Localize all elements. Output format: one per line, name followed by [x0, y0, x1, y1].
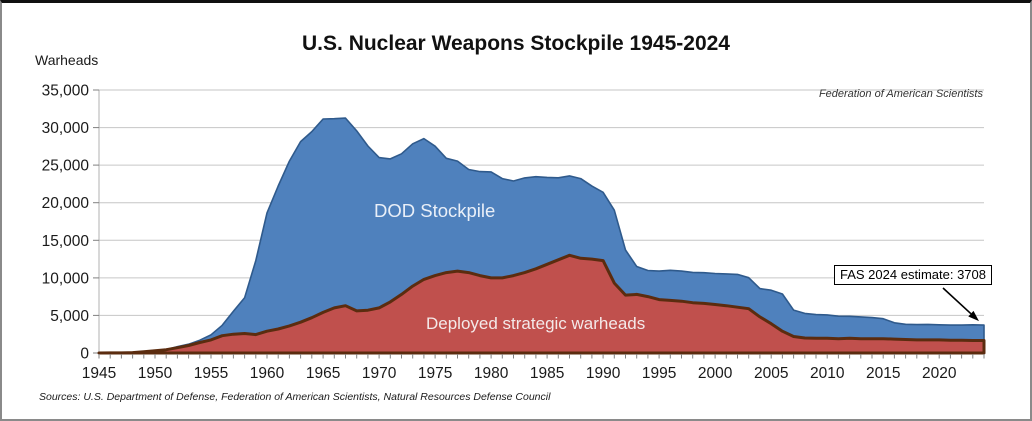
x-tick-label: 1955: [194, 365, 228, 382]
y-tick-label: 5,000: [50, 308, 89, 325]
attribution-text: Federation of American Scientists: [818, 88, 983, 100]
annotation-arrow-line: [942, 287, 972, 315]
area-label-deployed-strategic: Deployed strategic warheads: [426, 314, 646, 333]
sources-note: Sources: U.S. Department of Defense, Fed…: [39, 391, 551, 403]
y-tick-label: 0: [80, 346, 89, 363]
y-tick-label: 10,000: [42, 270, 90, 287]
y-axis-unit-label: Warheads: [35, 52, 99, 68]
x-tick-label: 2010: [810, 365, 845, 382]
x-tick-label: 1960: [250, 365, 285, 382]
x-tick-label: 2020: [922, 365, 957, 382]
y-tick-label: 35,000: [42, 83, 90, 100]
x-tick-label: 2015: [866, 365, 900, 382]
annotation-callout: FAS 2024 estimate: 3708: [834, 265, 992, 285]
area-label-dod-stockpile: DOD Stockpile: [374, 200, 496, 221]
x-tick-label: 1995: [642, 365, 676, 382]
x-tick-label: 1945: [82, 365, 116, 382]
x-tick-label: 2005: [754, 365, 788, 382]
x-tick-label: 2000: [698, 365, 733, 382]
x-tick-label: 1970: [362, 365, 397, 382]
chart-title: U.S. Nuclear Weapons Stockpile 1945-2024: [302, 32, 730, 55]
x-tick-label: 1975: [418, 365, 452, 382]
x-tick-label: 1990: [586, 365, 621, 382]
y-tick-label: 20,000: [42, 195, 90, 212]
annotation-arrow-head: [968, 310, 979, 322]
x-tick-label: 1980: [474, 365, 509, 382]
x-tick-label: 1965: [306, 365, 340, 382]
y-tick-label: 25,000: [42, 158, 90, 175]
dod-stockpile-area: [98, 117, 985, 354]
x-tick-label: 1950: [138, 365, 173, 382]
y-tick-label: 30,000: [42, 120, 90, 137]
y-tick-label: 15,000: [42, 233, 90, 250]
deployed-strategic-area: [97, 253, 986, 355]
x-tick-label: 1985: [530, 365, 564, 382]
